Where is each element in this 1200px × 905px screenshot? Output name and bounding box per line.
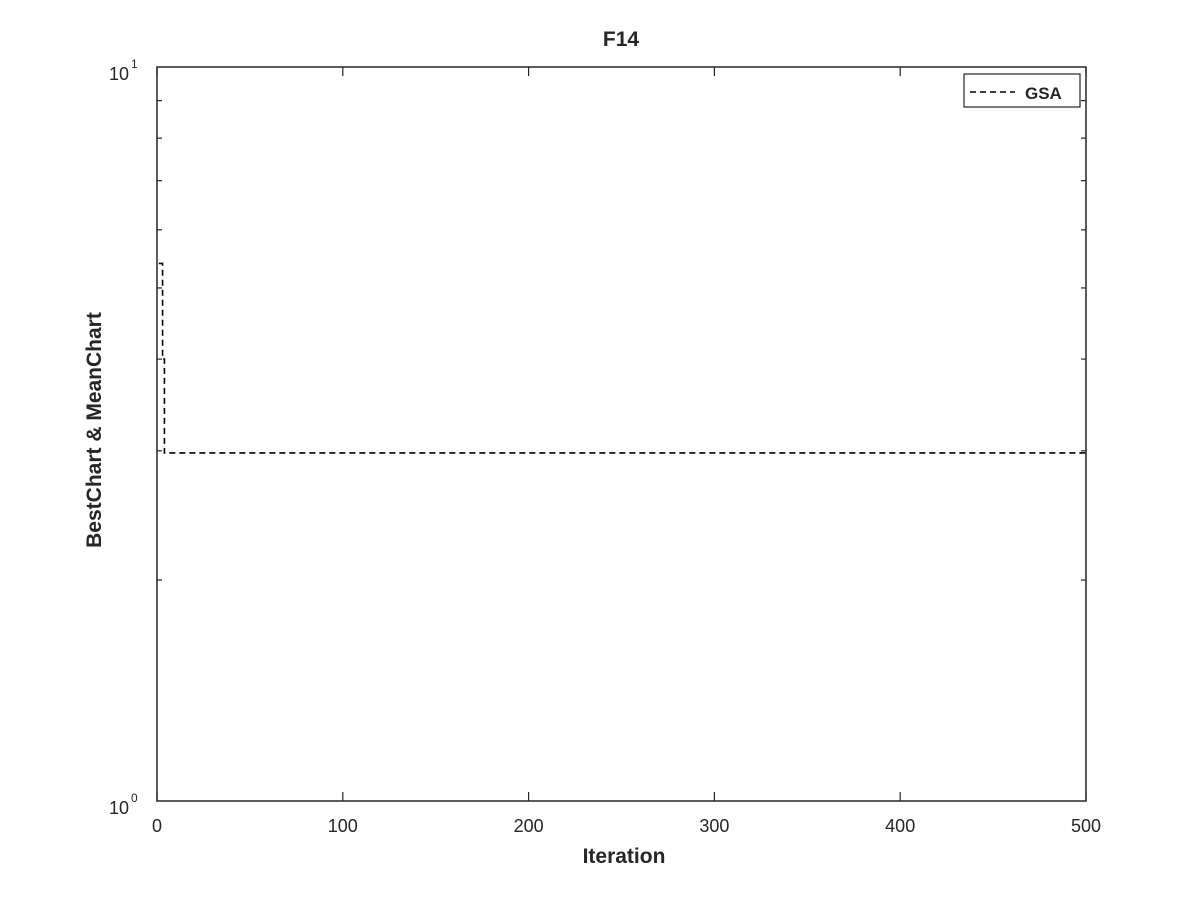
x-tick-label: 200 [514, 816, 544, 836]
y-axis-label: BestChart & MeanChart [83, 312, 106, 548]
plot-area [157, 67, 1086, 801]
axes-frame [156, 66, 1087, 802]
y-tick-label: 10 [109, 64, 129, 84]
y-tick-label-exponent: 1 [131, 57, 138, 71]
x-tick-label: 0 [152, 816, 162, 836]
legend: GSA [963, 73, 1081, 108]
x-tick-label: 500 [1071, 816, 1101, 836]
x-tick-label: 300 [699, 816, 729, 836]
x-tick-label: 400 [885, 816, 915, 836]
chart-title: F14 [603, 28, 640, 51]
x-tick-label: 100 [328, 816, 358, 836]
series-line-gsa [158, 262, 1086, 454]
legend-box [963, 73, 1081, 108]
y-tick-label-exponent: 0 [131, 791, 138, 805]
y-tick-label: 10 [109, 798, 129, 818]
series-group [158, 262, 1086, 454]
legend-entry-gsa: GSA [1025, 84, 1062, 103]
x-axis-label: Iteration [583, 845, 666, 868]
